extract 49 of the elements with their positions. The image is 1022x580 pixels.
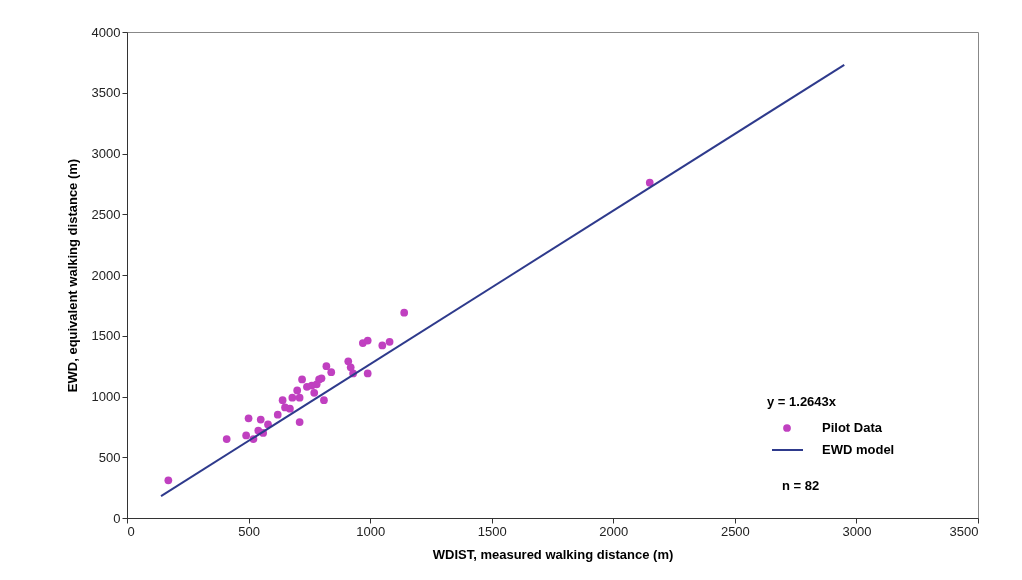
y-tick-label: 1500 (91, 328, 121, 344)
y-tick-label: 0 (113, 510, 121, 526)
point (288, 393, 297, 402)
point (310, 388, 319, 397)
annotation: y = 1.2643x (767, 394, 837, 409)
point (344, 357, 353, 366)
point (645, 178, 654, 187)
point (222, 435, 231, 443)
point (346, 363, 355, 372)
point (295, 393, 304, 402)
point (378, 341, 387, 350)
point (320, 396, 328, 405)
point (164, 476, 173, 485)
legend-label: EWD model (822, 442, 895, 457)
y-tick-label: 4000 (91, 24, 121, 40)
x-tick-label: 0 (127, 523, 135, 539)
y-axis-title: EWD, equivalent walking distance (m) (64, 158, 80, 393)
point (363, 336, 372, 345)
point (385, 337, 394, 346)
point (363, 369, 372, 378)
x-tick-label: 2000 (599, 523, 629, 539)
point (400, 308, 409, 317)
point (327, 368, 336, 377)
x-tick-label: 3500 (949, 523, 979, 539)
legend-label: Pilot Data (822, 420, 883, 435)
point (278, 396, 287, 405)
y-tick-label: 1000 (91, 389, 121, 404)
point (293, 386, 302, 395)
x-tick-label: 2500 (720, 523, 750, 539)
point (298, 375, 306, 384)
annotation: n = 82 (782, 478, 820, 493)
y-tick-label: 2000 (91, 267, 121, 283)
point (242, 431, 251, 440)
point (286, 404, 294, 413)
y-tick-label: 2500 (91, 206, 121, 222)
point (264, 420, 272, 429)
x-tick-label: 1500 (477, 523, 507, 539)
x-tick-label: 3000 (842, 523, 872, 539)
y-tick-label: 3000 (91, 146, 121, 161)
y-tick-label: 500 (98, 449, 121, 465)
point (295, 418, 304, 426)
x-tick-label: 500 (238, 523, 260, 539)
x-tick-label: 1000 (356, 523, 386, 539)
point (256, 415, 265, 424)
point (244, 414, 253, 423)
x-axis-title: WDIST, measured walking distance (m) (432, 546, 674, 562)
y-tick-label: 3500 (91, 85, 121, 101)
point (273, 410, 282, 419)
point (322, 362, 331, 370)
